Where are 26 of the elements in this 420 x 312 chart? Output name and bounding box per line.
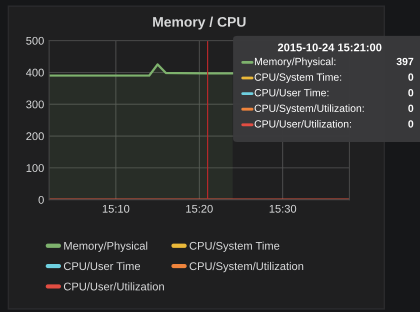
x-tick-label: 15:10: [102, 204, 130, 213]
legend-label: CPU/User Time: [64, 262, 140, 270]
text: 397: [396, 58, 414, 66]
x-tick-label: 15:20: [186, 204, 213, 213]
text: 0: [408, 104, 414, 112]
annotation: CPU/User/Utilization:: [254, 120, 351, 128]
text: 0: [408, 89, 414, 96]
annotation: 2015-10-24 15:21:00: [278, 43, 382, 52]
y-tick-label: 500: [26, 36, 44, 45]
y-tick-label: 300: [26, 100, 44, 108]
legend-label: CPU/System Time: [190, 242, 280, 252]
x-tick-label: 15:30: [270, 204, 296, 213]
legend-label: CPU/System/Utilization: [190, 262, 304, 272]
text: 0: [408, 73, 414, 81]
y-tick-label: 400: [26, 68, 44, 77]
legend-label: Memory/Physical: [64, 242, 148, 252]
annotation: CPU/System/Utilization:: [254, 104, 364, 114]
chart-title: Memory / CPU: [153, 16, 246, 30]
y-tick-label: 0: [38, 196, 44, 204]
annotation: Memory/Physical:: [254, 58, 336, 68]
annotation: CPU/System Time:: [254, 73, 342, 83]
annotation: CPU/User Time:: [254, 88, 328, 96]
text: 0: [408, 120, 414, 128]
y-tick-label: 100: [26, 164, 44, 172]
legend-label: CPU/User/Utilization: [64, 282, 164, 290]
y-tick-label: 200: [26, 132, 44, 140]
